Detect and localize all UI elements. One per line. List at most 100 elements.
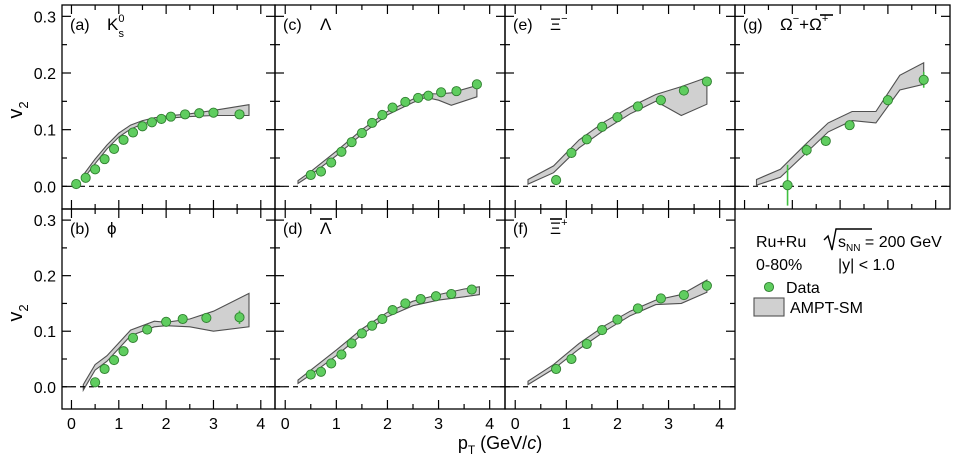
data-point <box>581 134 592 145</box>
x-tick-label: 4 <box>256 416 265 433</box>
panel-d: 0 1 2 3 4 (d) Λ <box>274 208 506 433</box>
legend-energy: sNN = 200 GeV <box>838 234 942 254</box>
data-point <box>127 127 139 138</box>
data-point <box>655 95 666 106</box>
particle-label: Λ <box>320 219 332 238</box>
data-point <box>234 109 245 120</box>
legend-rapidity: |y| < 1.0 <box>838 257 895 274</box>
data-point <box>194 108 205 119</box>
y-tick-label: 0.3 <box>34 213 56 230</box>
x-tick-label: 3 <box>434 416 443 433</box>
data-point <box>655 293 666 304</box>
data-point <box>882 95 893 106</box>
data-point <box>201 312 212 323</box>
particle-label: ϕ <box>107 219 117 238</box>
data-point <box>387 305 398 316</box>
data-point <box>678 290 689 301</box>
data-point <box>177 313 188 325</box>
data-point <box>451 86 462 97</box>
data-point <box>387 102 398 113</box>
particle-label: Λ <box>320 15 332 34</box>
data-point <box>109 355 120 366</box>
x-tick-label: 0 <box>281 416 290 433</box>
model-band-a <box>82 104 250 181</box>
data-point <box>701 280 712 291</box>
data-point <box>430 291 442 302</box>
data-point <box>161 316 172 327</box>
data-point <box>782 180 793 191</box>
data-point <box>466 284 477 295</box>
data-point <box>446 288 457 300</box>
y-tick-label: 0.1 <box>34 324 56 341</box>
data-point <box>346 137 357 148</box>
data-point <box>315 366 327 377</box>
data-point <box>90 164 101 175</box>
particle-label: K0 s <box>107 13 124 40</box>
y-tick-label: 0.2 <box>34 66 56 83</box>
x-tick-label: 4 <box>715 416 724 433</box>
data-point <box>356 128 367 139</box>
x-tick-label: 3 <box>664 416 673 433</box>
data-point <box>336 349 347 360</box>
x-tick-label: 1 <box>114 416 123 433</box>
legend-system: Ru+Ru <box>756 234 806 251</box>
data-point <box>234 312 245 323</box>
x-tick-label: 2 <box>613 416 622 433</box>
x-tick-label: 1 <box>332 416 341 433</box>
data-point <box>918 74 929 85</box>
x-tick-label: 2 <box>383 416 392 433</box>
data-point <box>118 134 129 145</box>
data-point <box>118 346 129 357</box>
data-point <box>80 172 91 183</box>
data-point <box>400 298 411 309</box>
data-point <box>413 92 424 103</box>
data-point <box>678 85 689 96</box>
panel-frame <box>504 208 736 410</box>
data-point <box>632 303 643 314</box>
x-tick-label: 1 <box>562 416 571 433</box>
legend-data-label: Data <box>786 280 820 297</box>
data-point <box>471 79 482 90</box>
data-point <box>180 109 191 120</box>
data-point <box>90 377 101 388</box>
data-point <box>566 353 577 365</box>
legend: Ru+Ru sNN = 200 GeV 0-80% |y| < 1.0 Data AMPT… <box>753 228 942 317</box>
sqrt-icon <box>823 228 872 251</box>
data-point <box>566 147 577 158</box>
data-point <box>305 169 316 181</box>
panel-label: (c) <box>283 17 302 34</box>
y-tick-label: 0.2 <box>34 269 56 286</box>
data-point <box>801 145 812 156</box>
data-point <box>127 332 139 343</box>
data-point <box>701 76 712 87</box>
data-point <box>612 314 623 325</box>
panel-label: (b) <box>70 221 90 238</box>
data-point <box>326 157 337 168</box>
particle-label: Ω−+Ω+ <box>780 13 828 34</box>
data-point <box>71 179 82 190</box>
data-point <box>99 154 110 165</box>
data-point <box>346 338 357 349</box>
data-point <box>415 293 426 305</box>
panel-f: 0 1 2 3 4 (f) Ξ+ <box>504 208 736 433</box>
y-tick-label: 0.3 <box>34 9 56 26</box>
x-tick-label: 3 <box>209 416 218 433</box>
panel-g: (g) Ω−+Ω+ <box>734 4 951 210</box>
legend-centrality: 0-80% <box>756 257 802 274</box>
model-band-g <box>755 61 925 186</box>
panel-a: 0.0 0.1 0.2 0.3 (a) K0 s <box>34 4 276 210</box>
particle-label: Ξ− <box>550 13 568 34</box>
data-point <box>142 324 153 335</box>
x-tick-label: 4 <box>485 416 494 433</box>
data-point <box>551 363 562 375</box>
data-point <box>336 146 347 157</box>
panel-frame <box>734 4 951 210</box>
x-tick-label: 0 <box>67 416 76 433</box>
data-point <box>400 96 411 107</box>
data-point <box>305 369 316 380</box>
y-tick-label: 0.0 <box>34 380 56 397</box>
data-point <box>367 117 378 128</box>
data-point <box>632 101 643 112</box>
data-point <box>165 111 176 122</box>
